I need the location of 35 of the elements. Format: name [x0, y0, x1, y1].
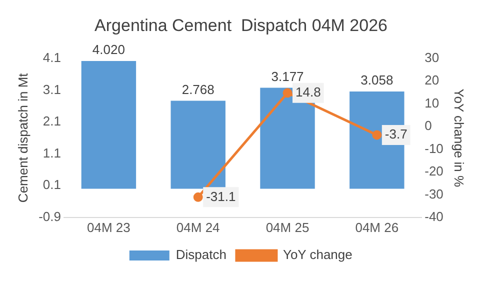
y-tick-label: 2.1 — [42, 114, 61, 129]
y-axis-title: Cement dispatch in Mt — [15, 72, 30, 203]
y-tick-label: 1.1 — [42, 145, 61, 160]
x-tick-label: 04M 25 — [266, 220, 310, 235]
legend-label: Dispatch — [176, 247, 226, 262]
y2-tick-label: 20 — [424, 72, 440, 88]
data-label: 14.8 — [296, 84, 321, 100]
point — [282, 88, 292, 98]
x-tick-label: 04M 23 — [87, 220, 130, 235]
chart-title: Argentina Cement Dispatch 04M 2026 — [94, 16, 388, 35]
y2-tick-label: -30 — [424, 186, 444, 202]
y2-tick-label: -10 — [424, 140, 444, 156]
y2-tick-label: -40 — [424, 208, 444, 224]
y2-tick-label: -20 — [424, 164, 444, 179]
bar — [170, 100, 226, 189]
point — [193, 192, 203, 202]
x-tick-label: 04M 24 — [176, 220, 220, 235]
y2-tick-label: 0 — [424, 118, 432, 134]
y2-tick-label: 10 — [424, 95, 440, 110]
data-label: -31.1 — [206, 188, 236, 204]
bar — [81, 60, 136, 189]
data-label: 2.768 — [182, 82, 214, 97]
point — [372, 130, 382, 140]
legend-label: YoY change — [282, 247, 352, 262]
y2-axis-title: YoY change in % — [452, 88, 467, 188]
y2-tick-label: 30 — [424, 50, 440, 65]
data-label: 3.058 — [360, 72, 394, 88]
x-tick-label: 04M 26 — [355, 220, 399, 235]
data-label: 3.177 — [271, 68, 304, 84]
y-tick-label: 3.1 — [42, 82, 61, 97]
y-tick-label: 4.1 — [42, 50, 61, 65]
data-label: 4.020 — [92, 42, 125, 58]
data-label: -3.7 — [384, 126, 408, 142]
y-tick-label: -0.9 — [38, 208, 61, 224]
y-tick-label: 0.1 — [42, 177, 61, 192]
